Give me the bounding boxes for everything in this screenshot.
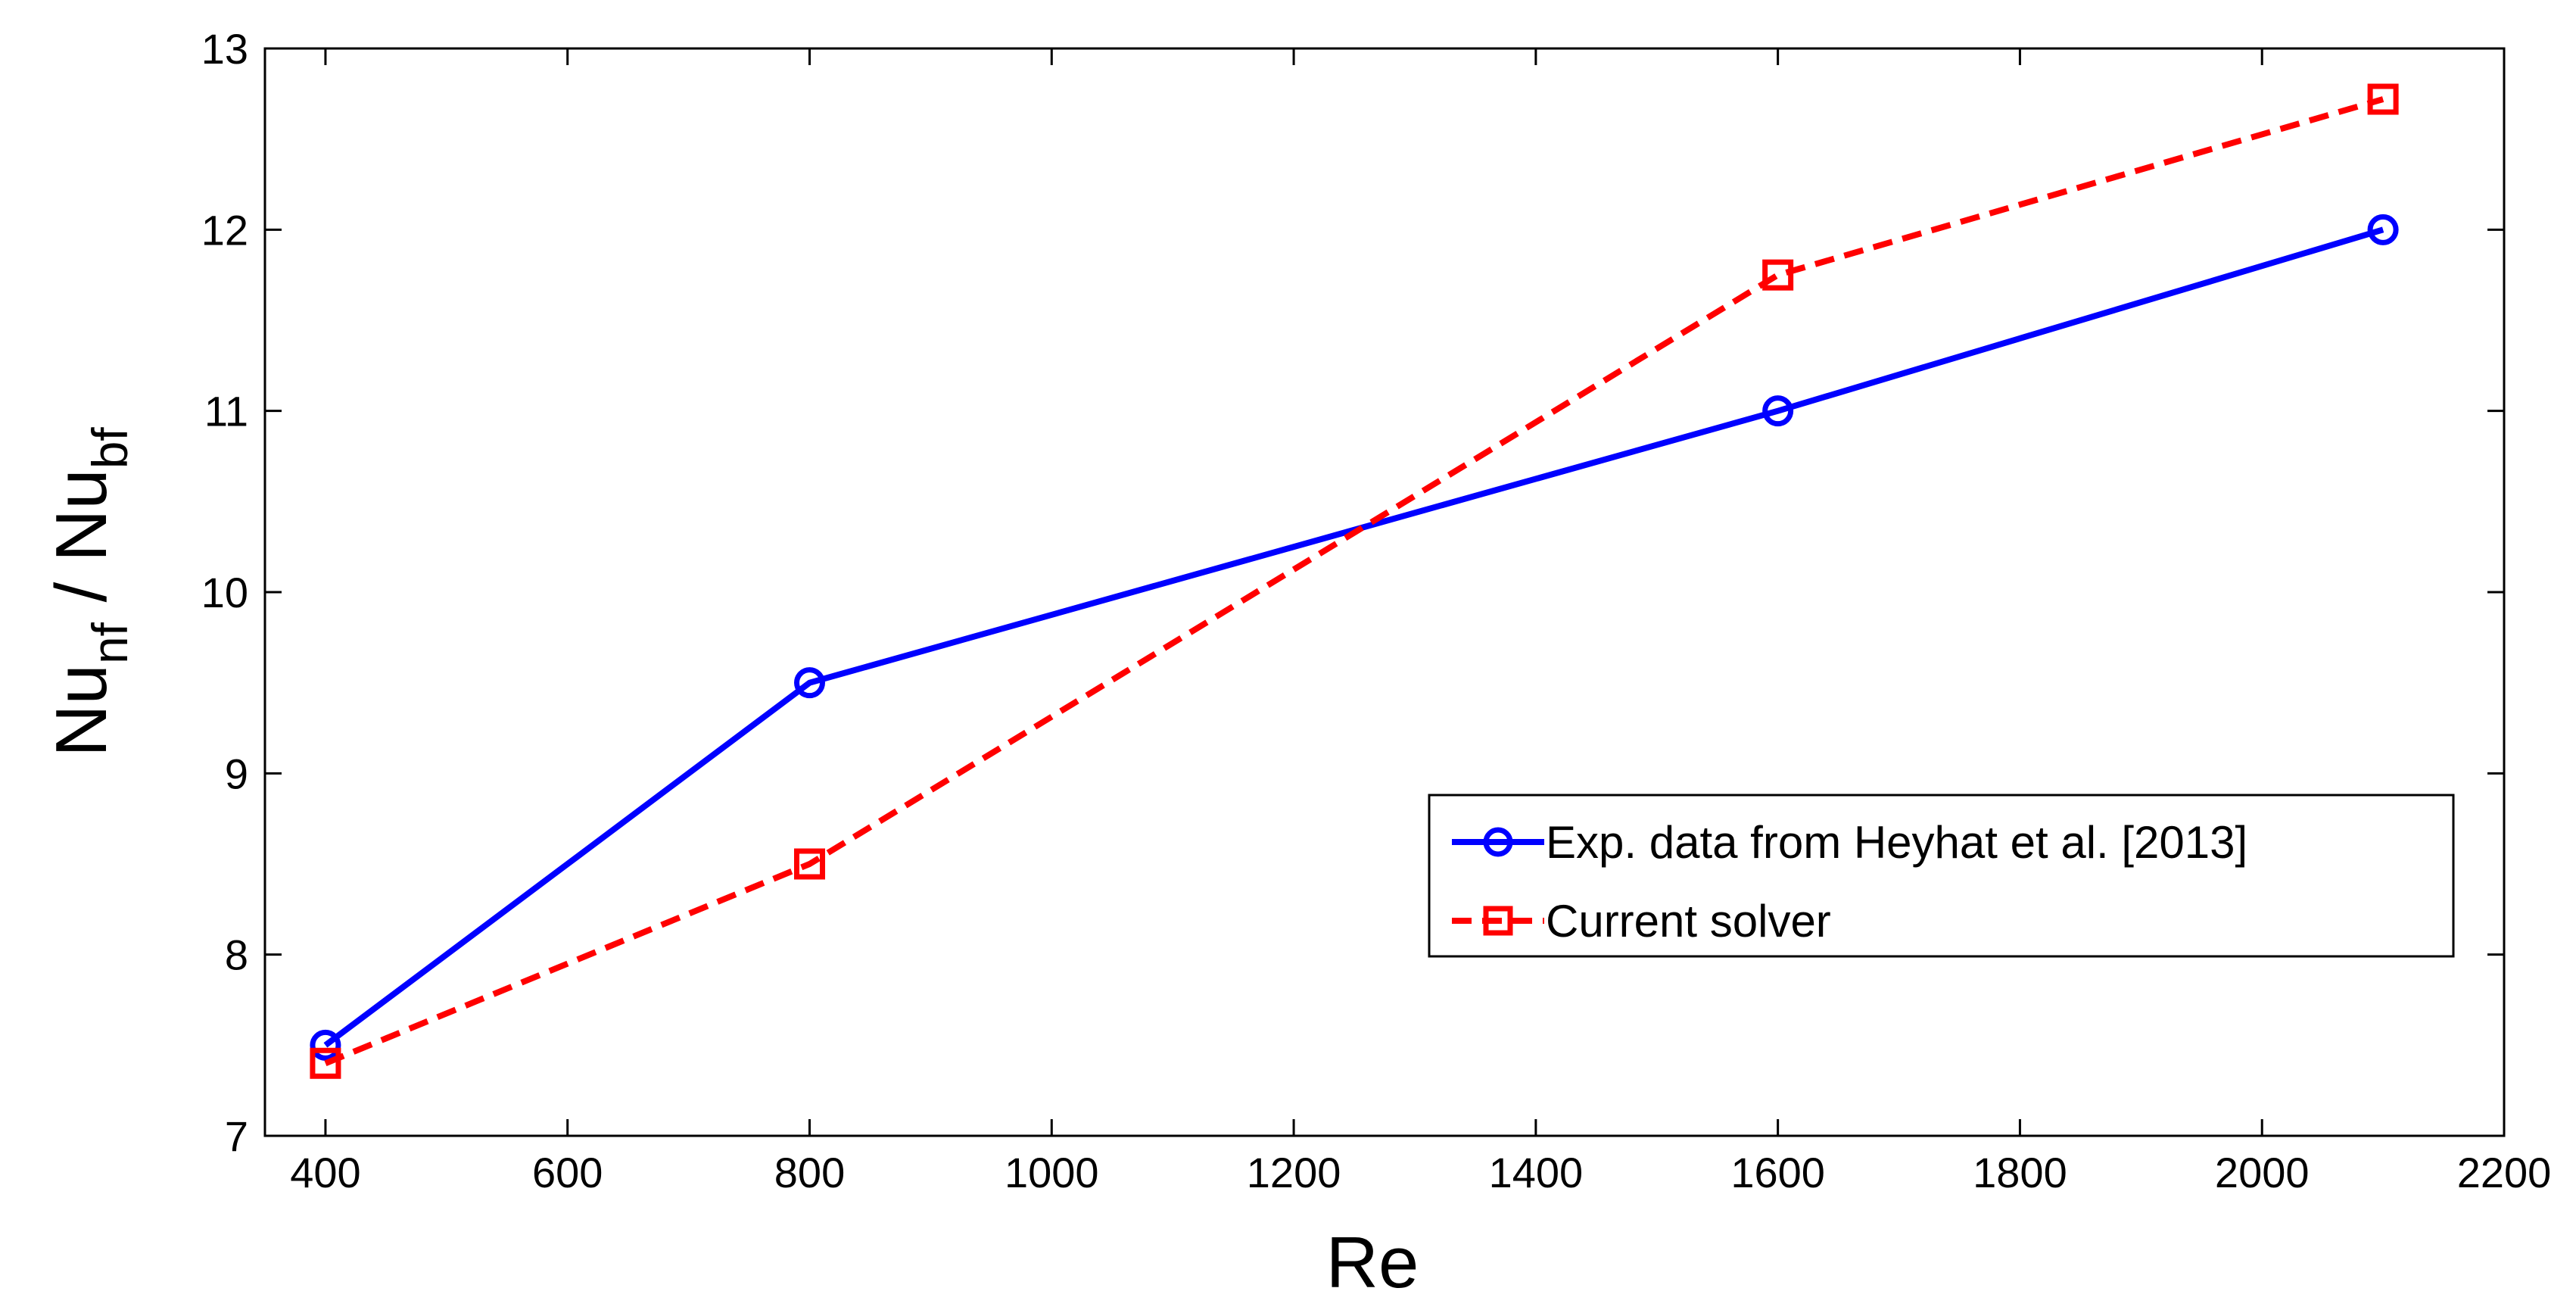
data-point-marker [794, 848, 826, 880]
x-axis-title: Re [1326, 1222, 1419, 1303]
plot-area [263, 47, 2506, 1137]
y-tick-label: 11 [204, 388, 248, 435]
x-tick-label: 2200 [2457, 1149, 2552, 1196]
axis-ticks: 400 600 800 1000 1200 1400 1600 1800 2000 2200 7 8 9… [201, 25, 2552, 1196]
legend-label-solver: Current solver [1546, 896, 1831, 947]
x-tick-label: 1400 [1489, 1149, 1584, 1196]
legend-marker-exp [1483, 827, 1513, 857]
x-tick-label: 800 [774, 1149, 845, 1196]
y-axis-title-nu-2: Nu [41, 469, 122, 562]
data-point-marker [2367, 83, 2399, 115]
x-tick-label: 1600 [1730, 1149, 1825, 1196]
legend-box [1428, 794, 2455, 958]
y-tick-label: 8 [225, 931, 248, 979]
data-point-marker [1762, 395, 1794, 427]
y-tick-label: 9 [225, 750, 248, 797]
y-tick-label: 10 [201, 569, 248, 616]
data-point-marker [310, 1047, 341, 1079]
y-axis-title-sub-nf: nf [82, 622, 138, 664]
y-axis-title: Nunf / Nubf [41, 427, 138, 757]
y-axis-title-nu-1: Nu [41, 664, 122, 757]
x-tick-label: 600 [532, 1149, 603, 1196]
y-axis-title-separator: / [41, 562, 122, 622]
y-tick-label: 13 [201, 25, 248, 73]
data-point-marker [1762, 259, 1794, 291]
x-tick-label: 1200 [1247, 1149, 1341, 1196]
series-line-1 [324, 96, 2384, 1066]
x-tick-label: 1800 [1973, 1149, 2067, 1196]
x-tick-label: 2000 [2215, 1149, 2310, 1196]
data-series [310, 83, 2399, 1079]
x-tick-label: 1000 [1005, 1149, 1099, 1196]
legend-label-exp: Exp. data from Heyhat et al. [2013] [1546, 817, 2247, 868]
legend-marker-solver [1483, 906, 1513, 936]
x-tick-label: 400 [290, 1149, 360, 1196]
series-line-0 [323, 226, 2384, 1048]
data-point-marker [2367, 214, 2399, 245]
data-point-marker [794, 667, 826, 699]
y-axis-title-sub-bf: bf [82, 427, 138, 469]
y-tick-label: 7 [225, 1112, 248, 1160]
data-point-marker [310, 1029, 341, 1061]
y-tick-label: 12 [201, 206, 248, 254]
legend: Exp. data from Heyhat et al. [2013] Curr… [1428, 794, 2455, 958]
